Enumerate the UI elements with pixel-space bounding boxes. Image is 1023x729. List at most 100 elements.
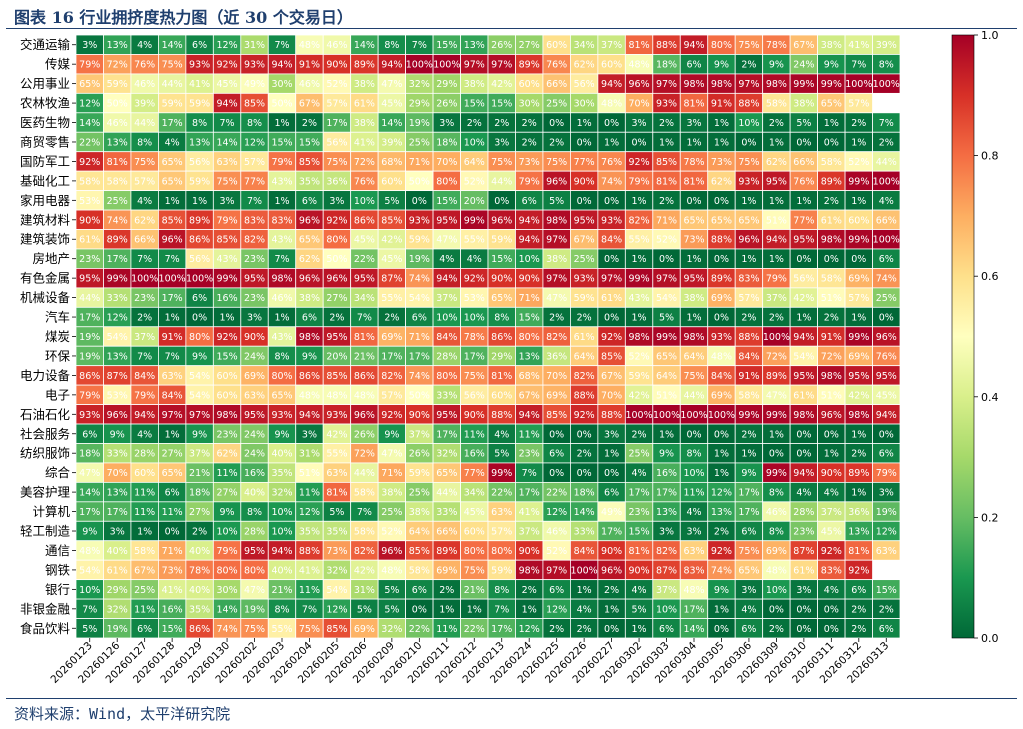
cell-value-label: 3% xyxy=(796,585,811,596)
cell-value-label: 23% xyxy=(244,254,265,265)
cell-value-label: 13% xyxy=(848,527,869,538)
cell-value-label: 14% xyxy=(217,604,238,615)
cell-value-label: 53% xyxy=(464,293,485,304)
cell-value-label: 12% xyxy=(326,604,347,615)
cell-value-label: 17% xyxy=(162,118,183,129)
cell-value-label: 58% xyxy=(354,488,375,499)
cell-value-label: 67% xyxy=(299,99,320,110)
cell-value-label: 73% xyxy=(326,546,347,557)
cell-value-label: 5% xyxy=(796,118,811,129)
cell-value-label: 43% xyxy=(629,293,650,304)
cell-value-label: 92% xyxy=(601,332,622,343)
cell-value-label: 60% xyxy=(601,60,622,71)
cell-value-label: 10% xyxy=(738,118,759,129)
cell-value-label: 6% xyxy=(137,624,152,635)
cell-value-label: 0% xyxy=(604,313,619,324)
cell-value-label: 2% xyxy=(851,624,866,635)
cell-value-label: 88% xyxy=(491,410,512,421)
cell-value-label: 44% xyxy=(491,176,512,187)
cell-value-label: 85% xyxy=(326,371,347,382)
cell-value-label: 6% xyxy=(879,449,894,460)
cell-value-label: 60% xyxy=(848,215,869,226)
cell-value-label: 62% xyxy=(134,215,155,226)
row-label: 基础化工 xyxy=(20,173,70,188)
cell-value-label: 1% xyxy=(165,313,180,324)
cell-value-label: 90% xyxy=(244,332,265,343)
cell-value-label: 27% xyxy=(217,488,238,499)
cell-value-label: 16% xyxy=(217,293,238,304)
cell-value-label: 1% xyxy=(192,196,207,207)
cell-value-label: 47% xyxy=(244,585,265,596)
cell-value-label: 89% xyxy=(107,235,128,246)
cell-value-label: 95% xyxy=(244,546,265,557)
cell-value-label: 1% xyxy=(137,527,152,538)
cell-value-label: 7% xyxy=(137,254,152,265)
cell-value-label: 11% xyxy=(217,468,238,479)
cell-value-label: 68% xyxy=(381,157,402,168)
cell-value-label: 97% xyxy=(656,79,677,90)
cell-value-label: 71% xyxy=(409,332,430,343)
cell-value-label: 6% xyxy=(741,624,756,635)
cell-value-label: 12% xyxy=(711,488,732,499)
cell-value-label: 42% xyxy=(354,565,375,576)
cell-value-label: 83% xyxy=(683,565,704,576)
cell-value-label: 12% xyxy=(79,99,100,110)
cell-value-label: 63% xyxy=(876,546,897,557)
cell-value-label: 3% xyxy=(686,527,701,538)
cell-value-label: 30% xyxy=(574,99,595,110)
cell-value-label: 26% xyxy=(436,99,457,110)
cell-value-label: 85% xyxy=(299,157,320,168)
cell-value-label: 1% xyxy=(220,313,235,324)
row-label: 煤炭 xyxy=(45,329,70,344)
cell-value-label: 73% xyxy=(519,157,540,168)
cell-value-label: 0% xyxy=(604,118,619,129)
cell-value-label: 86% xyxy=(189,235,210,246)
cell-value-label: 21% xyxy=(271,585,292,596)
cell-value-label: 66% xyxy=(546,79,567,90)
cell-value-label: 66% xyxy=(134,235,155,246)
cell-value-label: 37% xyxy=(134,332,155,343)
cell-value-label: 38% xyxy=(793,99,814,110)
cell-value-label: 19% xyxy=(876,507,897,518)
cell-value-label: 6% xyxy=(302,196,317,207)
cell-value-label: 39% xyxy=(381,137,402,148)
cell-value-label: 58% xyxy=(107,176,128,187)
cell-value-label: 7% xyxy=(302,604,317,615)
cell-value-label: 7% xyxy=(137,351,152,362)
cell-value-label: 52% xyxy=(381,527,402,538)
cell-value-label: 65% xyxy=(79,79,100,90)
cell-value-label: 69% xyxy=(711,390,732,401)
cell-value-label: 6% xyxy=(549,449,564,460)
cell-value-label: 52% xyxy=(546,546,567,557)
row-label: 通信 xyxy=(45,543,70,558)
cell-value-label: 9% xyxy=(192,351,207,362)
cell-value-label: 5% xyxy=(632,604,647,615)
cell-value-label: 61% xyxy=(354,99,375,110)
cell-value-label: 31% xyxy=(244,40,265,51)
cell-value-label: 69% xyxy=(848,351,869,362)
cell-value-label: 87% xyxy=(656,565,677,576)
cell-value-label: 100% xyxy=(159,274,186,285)
cell-value-label: 8% xyxy=(384,40,399,51)
cell-value-label: 0% xyxy=(412,604,427,615)
cell-value-label: 63% xyxy=(244,390,265,401)
cell-value-label: 3% xyxy=(82,40,97,51)
cell-value-label: 2% xyxy=(439,585,454,596)
cell-value-label: 65% xyxy=(738,215,759,226)
cell-value-label: 94% xyxy=(271,546,292,557)
cell-value-label: 84% xyxy=(574,546,595,557)
cell-value-label: 96% xyxy=(629,79,650,90)
cell-value-label: 82% xyxy=(574,371,595,382)
cell-value-label: 59% xyxy=(574,293,595,304)
cell-value-label: 4% xyxy=(137,429,152,440)
cell-value-label: 100% xyxy=(433,60,460,71)
cell-value-label: 85% xyxy=(601,351,622,362)
cell-value-label: 48% xyxy=(711,351,732,362)
cell-value-label: 51% xyxy=(766,215,787,226)
cell-value-label: 98% xyxy=(848,410,869,421)
cell-value-label: 65% xyxy=(683,215,704,226)
cell-value-label: 2% xyxy=(302,118,317,129)
cell-value-label: 21% xyxy=(464,585,485,596)
cell-value-label: 2% xyxy=(851,449,866,460)
cell-value-label: 6% xyxy=(659,624,674,635)
